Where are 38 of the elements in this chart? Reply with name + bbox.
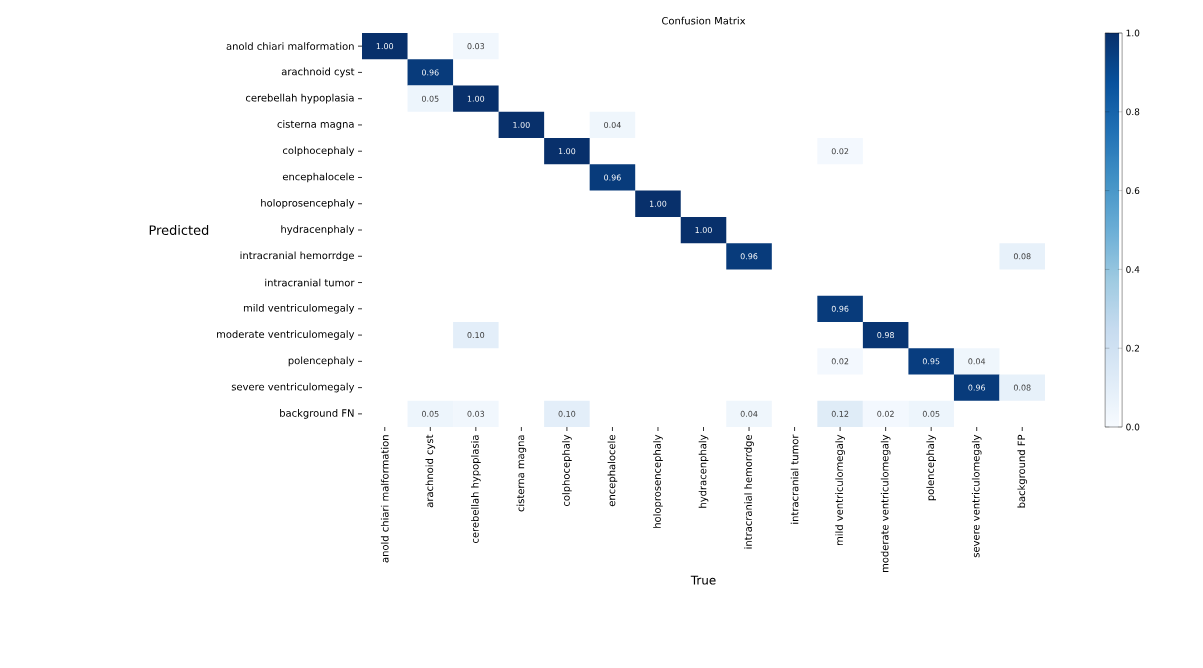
chart-title: Confusion Matrix [662,16,746,25]
y-axis-title: Predicted [149,224,209,236]
y-tick-label: holoprosencephaly [261,198,355,209]
y-tick-label: cisterna magna [277,120,354,130]
color-bar-label: 0.0 [1126,423,1140,431]
y-tick-label: intracranial tumor [265,278,355,287]
y-tick-label: mild ventriculomegaly [243,303,355,314]
x-tick-label: holoprosencephaly [653,434,663,528]
y-tick-label: cerebellah hypoplasia [245,93,354,104]
x-tick-label: severe ventriculomegaly [971,434,982,558]
y-tick-label: moderate ventriculomegaly [217,330,355,340]
x-tick-label: intracranial hemorrdge [744,435,754,549]
y-tick-label: anold chiari malformation [226,42,354,50]
y-tick-label: background FN [280,409,354,419]
x-tick-label: cisterna magna [516,435,527,512]
x-tick-label: polencephaly [926,434,936,501]
x-tick-label: colphocephaly [562,434,572,507]
x-tick-label: hydracenphaly [698,434,709,508]
x-tick-label: mild ventriculomegaly [835,434,845,546]
color-bar-label: 0.8 [1126,108,1140,116]
y-tick-label: arachnoid cyst [281,67,355,78]
x-tick-label: background FP [1017,434,1028,508]
y-tick-label: encephalocele [282,172,354,183]
x-tick-label: intracranial tumor [790,434,799,524]
color-bar-label: 0.2 [1126,344,1139,352]
color-bar-label: 0.4 [1126,266,1140,273]
y-tick-label: intracranial hemorrdge [240,251,354,262]
x-tick-label: encephalocele [607,435,618,507]
y-tick-label: colphocephaly [282,146,355,157]
color-bar-label: 0.6 [1126,187,1140,194]
x-tick-label: arachnoid cyst [425,434,436,508]
y-tick-label: polencephaly [288,356,355,367]
y-tick-label: severe ventriculomegaly [231,382,355,393]
x-axis-title: True [690,575,716,585]
x-tick-label: cerebellah hypoplasia [471,435,481,544]
y-tick-label: hydracenphaly [281,225,355,235]
color-bar-label: 1.0 [1126,29,1140,37]
x-tick-label: moderate ventriculomegaly [880,434,891,572]
